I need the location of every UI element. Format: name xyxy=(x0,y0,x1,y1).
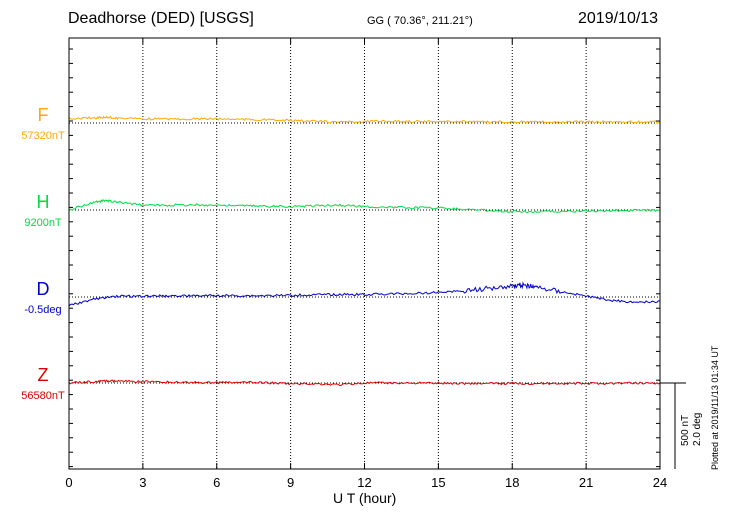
x-tick-label-12: 12 xyxy=(357,475,371,490)
component-letter-D: D xyxy=(37,279,50,299)
component-letter-F: F xyxy=(38,105,49,125)
date-label: 2019/10/13 xyxy=(578,10,659,27)
x-axis-title: U T (hour) xyxy=(333,490,397,506)
axis-labels: 0 3 6 9 12 15 18 21 24 xyxy=(65,475,667,490)
grid-lines xyxy=(142,38,587,469)
component-letter-H: H xyxy=(37,192,50,212)
plotted-timestamp: Plotted at 2019/11/13 01:34 UT xyxy=(710,345,720,470)
station-title: Deadhorse (DED) [USGS] xyxy=(68,10,254,27)
component-labels: F 57320nT H 9200nT D -0.5deg Z 56580nT xyxy=(21,105,65,402)
x-tick-label-3: 3 xyxy=(139,475,146,490)
series-line-D xyxy=(68,281,661,307)
component-baseline-D: -0.5deg xyxy=(24,304,61,316)
x-tick-label-24: 24 xyxy=(653,475,667,490)
x-tick-label-21: 21 xyxy=(579,475,593,490)
component-letter-Z: Z xyxy=(38,365,49,385)
x-tick-label-15: 15 xyxy=(431,475,445,490)
coordinates-label: GG ( 70.36°, 211.21°) xyxy=(367,15,473,27)
component-baseline-H: 9200nT xyxy=(24,217,62,229)
scale-bar xyxy=(660,382,686,469)
axis-ticks xyxy=(68,38,661,469)
x-tick-label-6: 6 xyxy=(213,475,220,490)
series-line-Z xyxy=(68,379,661,387)
x-tick-label-18: 18 xyxy=(505,475,519,490)
component-baseline-F: 57320nT xyxy=(21,130,65,142)
series-lines xyxy=(68,115,661,387)
x-tick-label-0: 0 xyxy=(65,475,72,490)
x-tick-label-9: 9 xyxy=(287,475,294,490)
scale-deg-label: 2.0 deg xyxy=(692,412,703,446)
component-baseline-Z: 56580nT xyxy=(21,390,65,402)
series-line-F xyxy=(68,115,661,124)
scale-nt-label: 500 nT xyxy=(680,414,691,446)
series-line-H xyxy=(68,199,661,214)
